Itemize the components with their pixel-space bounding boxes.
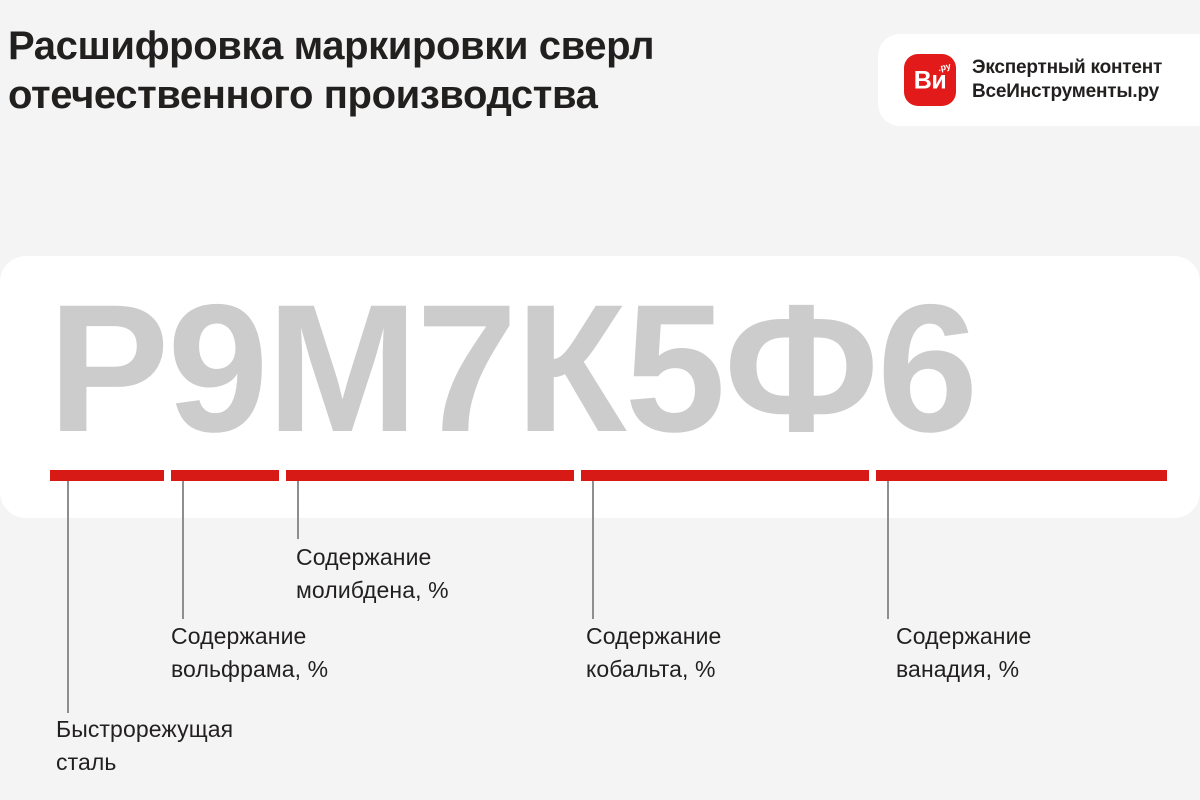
vseinstrumenti-logo-icon: Ви .ру: [904, 54, 956, 106]
brand-tagline: Экспертный контент ВсеИнструменты.ру: [972, 57, 1163, 102]
segment-molybdenum: [286, 470, 574, 481]
page-title: Расшифровка маркировки сверл отечественн…: [8, 24, 655, 117]
segment-cobalt: [581, 470, 869, 481]
callout-molybdenum-label: Содержание молибдена, %: [296, 544, 449, 603]
callout-high-speed-steel-label: Быстрорежущая сталь: [56, 716, 234, 775]
callout-tungsten-leader-line: [182, 481, 184, 619]
segment-tungsten: [171, 470, 279, 481]
underline-segments: [0, 470, 1200, 481]
callout-cobalt-leader-line: [592, 481, 594, 619]
segment-steel-type: [50, 470, 164, 481]
callout-tungsten-label: Содержание вольфрама, %: [171, 623, 329, 682]
header: Расшифровка маркировки сверл отечественн…: [0, 0, 1200, 232]
brand-badge: Ви .ру Экспертный контент ВсеИнструменты…: [878, 34, 1200, 126]
lower-background: [0, 518, 1200, 800]
segment-vanadium: [876, 470, 1167, 481]
callout-vanadium-leader-line: [887, 481, 889, 619]
callout-molybdenum-leader-line: [297, 481, 299, 539]
callout-vanadium-label: Содержание ванадия, %: [896, 623, 1032, 682]
callout-high-speed-steel-leader-line: [67, 481, 69, 713]
marking-code: Р9М7К5Ф6: [48, 266, 978, 470]
logo-letters: Ви: [913, 66, 947, 95]
callout-cobalt-label: Содержание кобальта, %: [586, 623, 722, 682]
